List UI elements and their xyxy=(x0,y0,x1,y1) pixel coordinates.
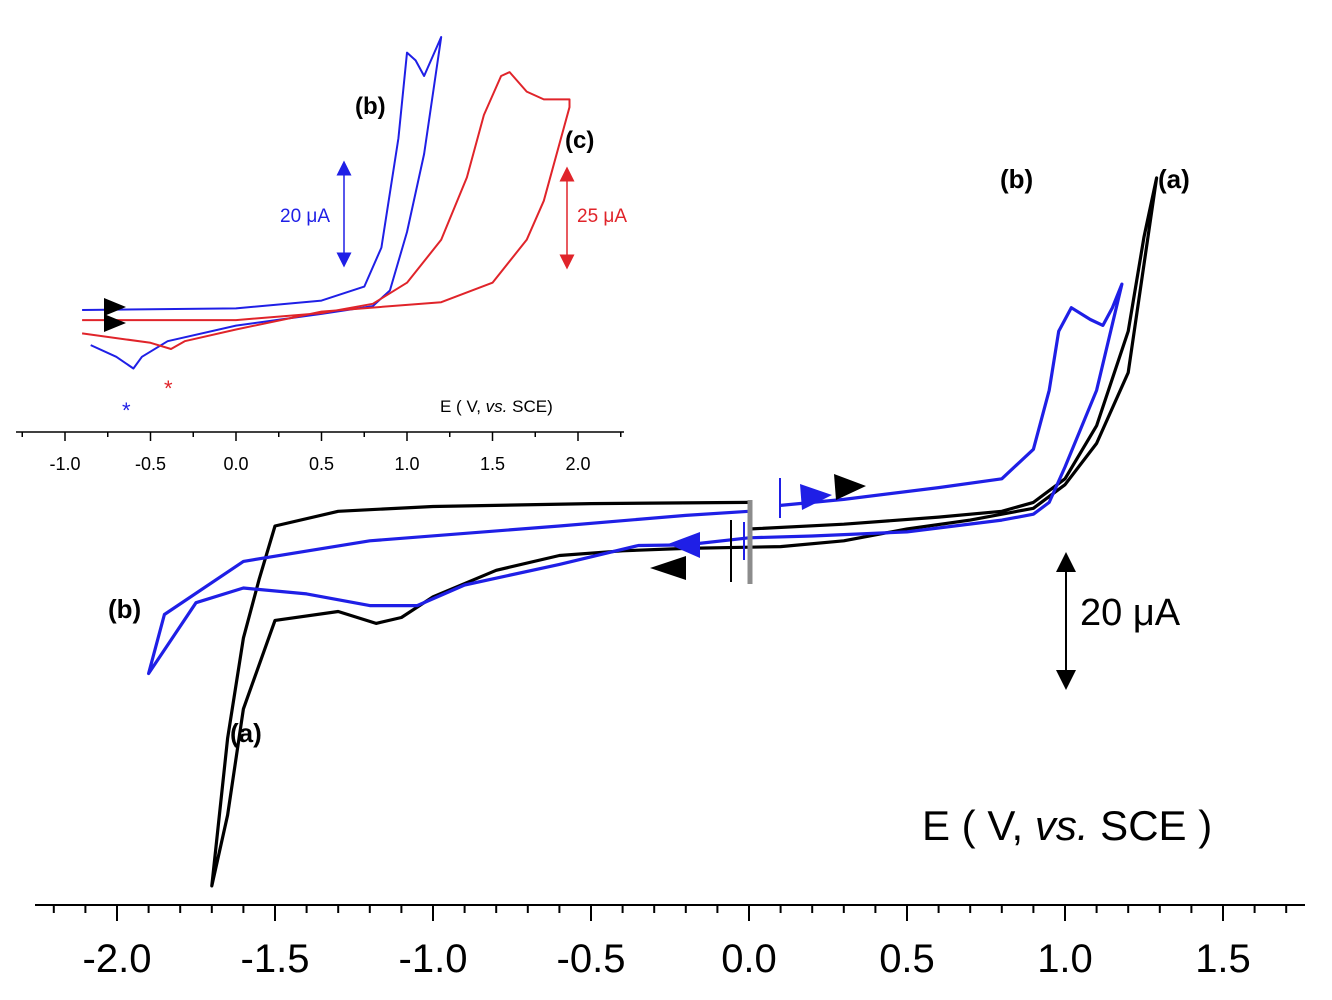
inset-x-tick-label: -0.5 xyxy=(135,454,166,474)
inset-scale-bar-red-label: 25 μA xyxy=(577,206,627,227)
main-x-tick-label: 0.5 xyxy=(879,937,935,981)
inset-start-arrow-blue xyxy=(104,298,126,316)
main-x-axis: -2.0 -1.5 -1.0 -0.5 0.0 0.5 1.0 1.5 xyxy=(35,904,1305,981)
inset-x-axis-title: E ( V, vs. SCE) xyxy=(440,397,553,416)
reverse-arrow-black xyxy=(650,556,686,580)
inset-x-tick-label: 1.5 xyxy=(480,454,505,474)
inset-x-axis-title-italic: vs. xyxy=(486,397,508,416)
inset-x-axis-title-part3: SCE) xyxy=(507,397,552,416)
main-x-tick-label: -0.5 xyxy=(557,937,626,981)
main-x-axis-title: E ( V, vs. SCE ) xyxy=(922,802,1212,849)
inset-series-c-line xyxy=(81,71,571,350)
inset-x-tick-label: 0.0 xyxy=(223,454,248,474)
inset-scale-bar-blue-label: 20 μA xyxy=(280,206,330,227)
inset-x-axis-title-part1: E ( V, xyxy=(440,397,486,416)
inset-x-tick-label: 2.0 xyxy=(565,454,590,474)
main-x-axis-title-part3: SCE ) xyxy=(1089,802,1213,849)
inset-peak-marker-red: * xyxy=(164,376,173,401)
inset-x-tick-label: -1.0 xyxy=(49,454,80,474)
forward-arrow-blue xyxy=(800,484,832,510)
inset-x-tick-label: 0.5 xyxy=(309,454,334,474)
main-series-b-line xyxy=(147,282,1124,676)
main-plot: -2.0 -1.5 -1.0 -0.5 0.0 0.5 1.0 1.5 20 μA E ( V… xyxy=(35,164,1305,981)
main-series-a-line xyxy=(210,176,1159,888)
main-scale-bar: 20 μA xyxy=(1056,552,1181,690)
inset-x-tick-label: 1.0 xyxy=(394,454,419,474)
forward-arrow-black xyxy=(834,474,866,500)
inset-label-b: (b) xyxy=(355,93,386,120)
inset-peak-marker-blue: * xyxy=(122,398,131,423)
inset-x-axis: -1.0 -0.5 0.0 0.5 1.0 1.5 2.0 xyxy=(16,431,624,474)
scan-start-markers xyxy=(650,474,866,584)
inset-curves xyxy=(81,36,571,370)
inset-plot: -1.0 -0.5 0.0 0.5 1.0 1.5 2.0 20 μA 25 μA (b) … xyxy=(16,36,627,474)
main-x-tick-label: 1.0 xyxy=(1037,937,1093,981)
main-label-a-left: (a) xyxy=(230,718,262,748)
main-scale-bar-label: 20 μA xyxy=(1080,592,1181,634)
main-x-axis-title-italic: vs. xyxy=(1035,802,1089,849)
main-label-b-left: (b) xyxy=(108,594,141,624)
main-x-axis-title-part1: E ( V, xyxy=(922,802,1035,849)
inset-start-arrow-red xyxy=(104,314,126,332)
main-x-tick-label: 0.0 xyxy=(721,937,777,981)
main-x-tick-label: -1.0 xyxy=(399,937,468,981)
reverse-arrow-blue xyxy=(668,532,700,558)
main-x-tick-label: -2.0 xyxy=(83,937,152,981)
inset-label-c: (c) xyxy=(565,127,594,154)
inset-series-b-line xyxy=(82,36,443,370)
main-label-a-right: (a) xyxy=(1158,164,1190,194)
main-label-b-right: (b) xyxy=(1000,164,1033,194)
main-curves xyxy=(147,176,1159,888)
main-x-tick-label: 1.5 xyxy=(1195,937,1251,981)
main-x-tick-label: -1.5 xyxy=(241,937,310,981)
